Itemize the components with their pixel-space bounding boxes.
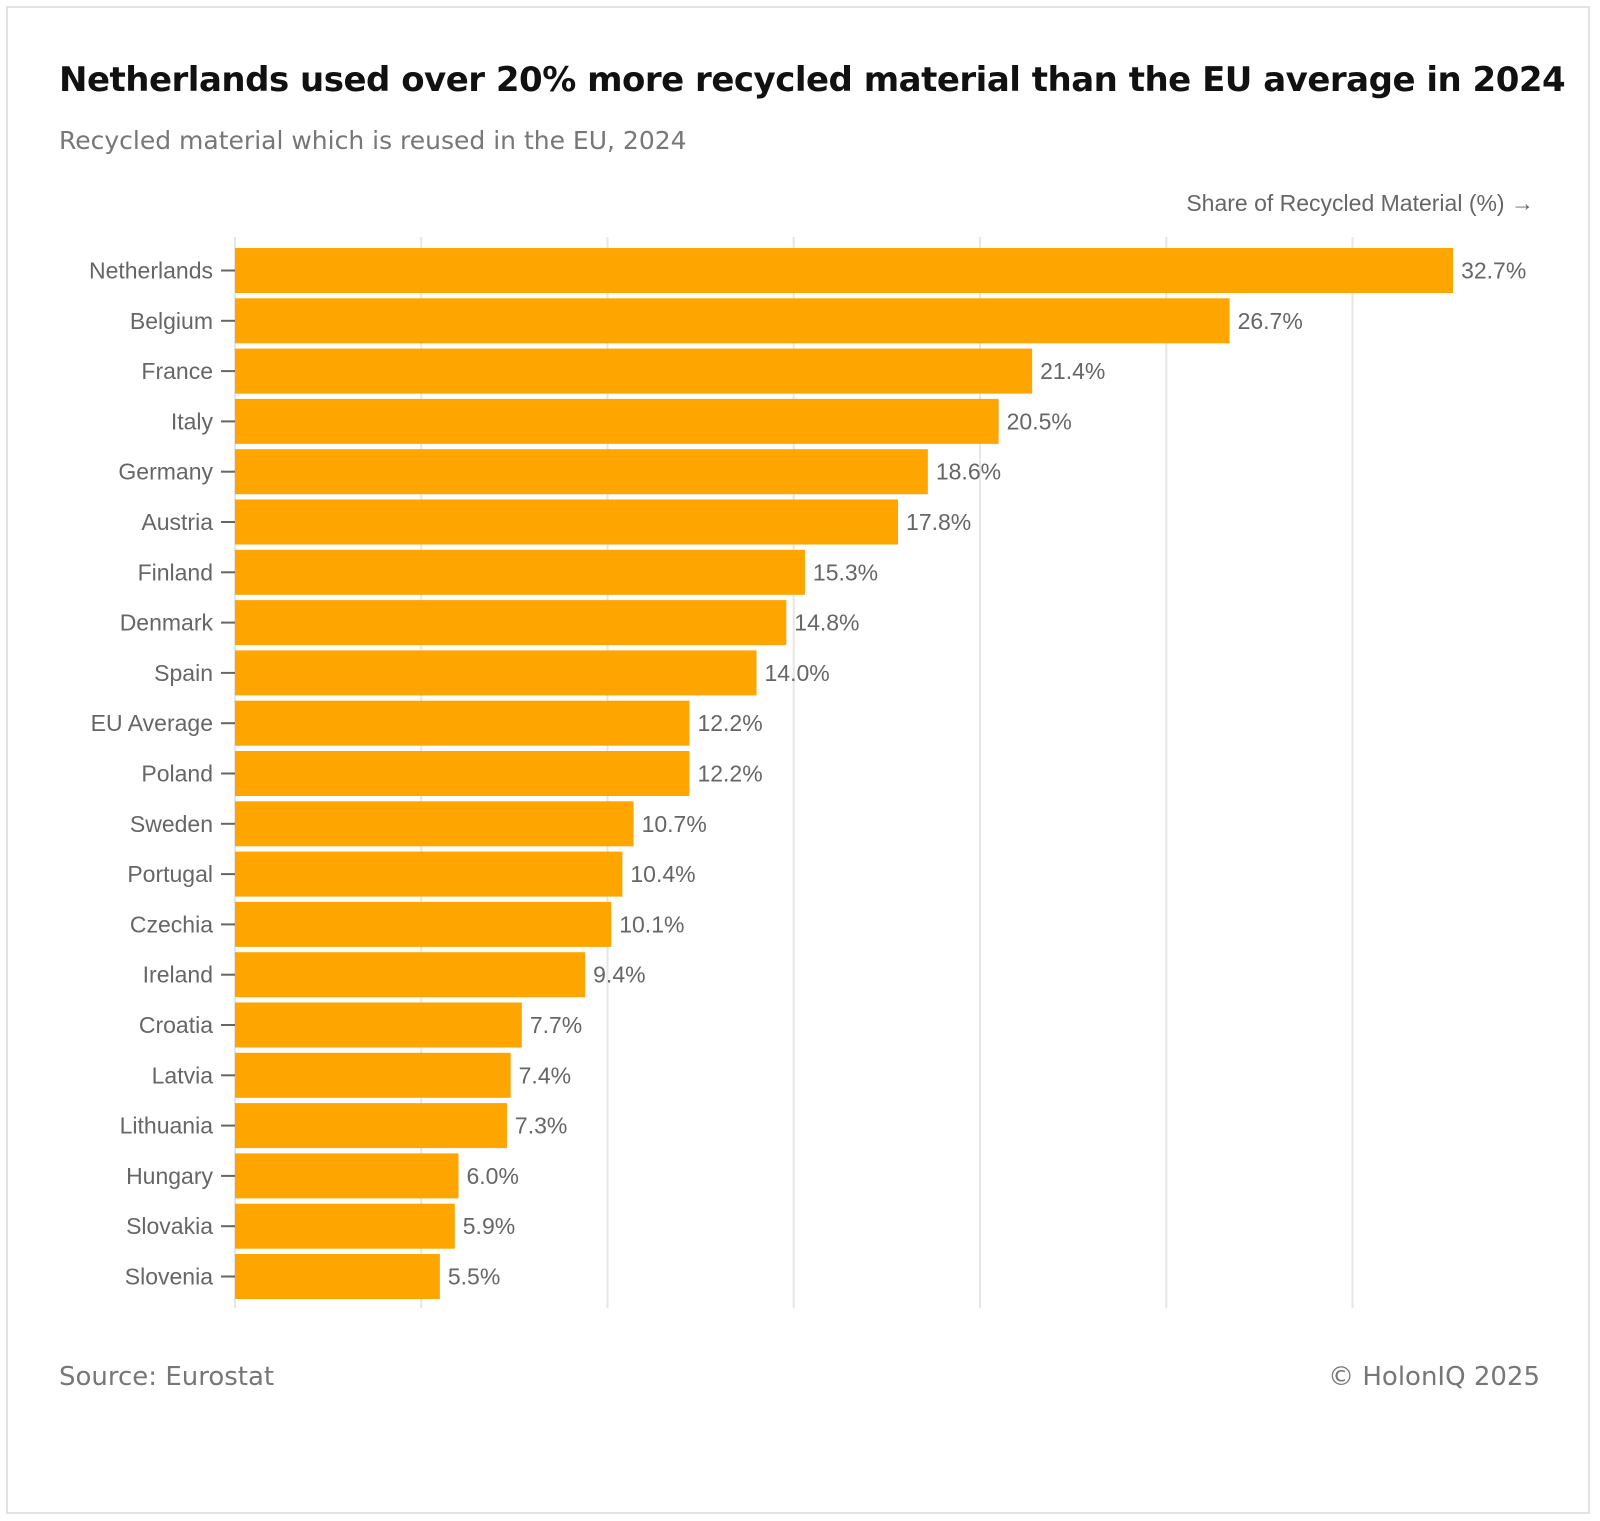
category-label: Belgium	[130, 308, 213, 334]
value-label: 32.7%	[1461, 258, 1526, 284]
category-label: Sweden	[130, 811, 213, 837]
bar	[235, 600, 787, 646]
value-label: 6.0%	[467, 1163, 519, 1189]
category-label: Finland	[138, 559, 213, 585]
value-label: 5.5%	[448, 1264, 500, 1290]
copyright-note: © HolonIQ 2025	[1328, 1362, 1540, 1392]
value-label: 14.8%	[794, 610, 859, 636]
bar	[235, 1052, 511, 1098]
category-label: Portugal	[127, 861, 213, 887]
bar	[235, 700, 690, 746]
category-label: Austria	[141, 509, 213, 535]
value-label: 10.4%	[630, 861, 695, 887]
bar	[235, 851, 623, 897]
value-label: 12.2%	[697, 761, 762, 787]
category-label: Denmark	[120, 610, 214, 636]
bar	[235, 650, 757, 696]
value-label: 9.4%	[593, 962, 645, 988]
value-label: 18.6%	[936, 459, 1001, 485]
category-label: Italy	[171, 408, 214, 434]
value-label: 10.7%	[642, 811, 707, 837]
chart-title: Netherlands used over 20% more recycled …	[59, 60, 1566, 100]
bar	[235, 248, 1454, 293]
bar	[235, 1002, 522, 1048]
bar	[235, 901, 612, 947]
source-note: Source: Eurostat	[59, 1362, 275, 1392]
bar	[235, 298, 1230, 344]
category-label: Hungary	[126, 1163, 213, 1189]
value-label: 17.8%	[906, 509, 971, 535]
bar	[235, 751, 690, 796]
category-label: Lithuania	[120, 1113, 214, 1139]
category-label: EU Average	[91, 710, 213, 736]
category-label: Netherlands	[89, 258, 213, 284]
x-axis-label: Share of Recycled Material (%) →	[1186, 190, 1534, 216]
category-label: Czechia	[130, 911, 213, 937]
category-label: Ireland	[143, 962, 213, 988]
value-label: 5.9%	[463, 1213, 515, 1239]
value-label: 21.4%	[1040, 358, 1105, 384]
value-label: 12.2%	[697, 710, 762, 736]
value-label: 10.1%	[619, 911, 684, 937]
value-label: 7.7%	[530, 1012, 582, 1038]
category-label: Slovakia	[126, 1213, 213, 1239]
bar	[235, 499, 899, 545]
bar	[235, 449, 928, 495]
value-label: 20.5%	[1007, 408, 1072, 434]
bars: Netherlands 32.7% Belgium 26.7% France 21.4% I…	[89, 248, 1526, 1299]
category-label: Latvia	[152, 1062, 214, 1088]
category-label: France	[141, 358, 213, 384]
category-label: Croatia	[139, 1012, 213, 1038]
bar	[235, 1203, 455, 1249]
chart-subtitle: Recycled material which is reused in the…	[59, 126, 687, 155]
value-label: 7.4%	[519, 1062, 571, 1088]
bar	[235, 1153, 459, 1199]
bar	[235, 952, 586, 998]
bar	[235, 398, 999, 444]
bar	[235, 801, 634, 847]
category-label: Poland	[141, 761, 213, 787]
value-label: 15.3%	[813, 559, 878, 585]
bar	[235, 348, 1033, 394]
bar	[235, 1254, 440, 1299]
value-label: 26.7%	[1238, 308, 1303, 334]
bar	[235, 1103, 507, 1149]
category-label: Germany	[118, 459, 213, 485]
chart-frame	[6, 6, 1590, 1514]
category-label: Spain	[154, 660, 213, 686]
category-label: Slovenia	[125, 1264, 213, 1290]
value-label: 7.3%	[515, 1113, 567, 1139]
bar	[235, 549, 805, 595]
value-label: 14.0%	[765, 660, 830, 686]
